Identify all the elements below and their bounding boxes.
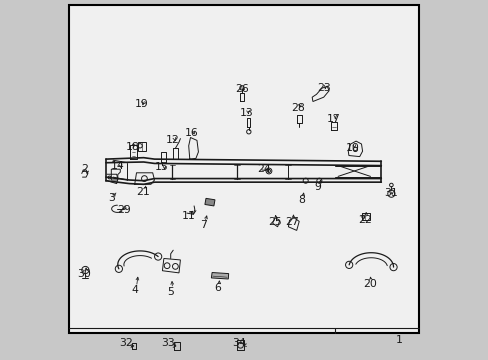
Text: 18: 18 bbox=[125, 141, 139, 152]
Text: 12: 12 bbox=[165, 135, 179, 145]
Polygon shape bbox=[211, 273, 228, 279]
Text: 15: 15 bbox=[155, 162, 168, 172]
Text: 7: 7 bbox=[199, 220, 206, 230]
Text: 23: 23 bbox=[317, 83, 330, 93]
Text: 24: 24 bbox=[257, 164, 271, 174]
Circle shape bbox=[115, 265, 122, 273]
Text: 34: 34 bbox=[232, 338, 245, 348]
Circle shape bbox=[154, 253, 162, 260]
Text: 6: 6 bbox=[214, 283, 221, 293]
Text: 28: 28 bbox=[291, 103, 305, 113]
Text: 19: 19 bbox=[135, 99, 148, 109]
Polygon shape bbox=[138, 142, 145, 151]
Text: 27: 27 bbox=[285, 217, 298, 228]
Polygon shape bbox=[162, 258, 180, 273]
Text: 10: 10 bbox=[345, 143, 359, 153]
Text: 30: 30 bbox=[77, 269, 91, 279]
Circle shape bbox=[303, 178, 307, 183]
Text: 13: 13 bbox=[239, 108, 253, 118]
Circle shape bbox=[316, 178, 321, 183]
Circle shape bbox=[389, 264, 396, 271]
Text: 1: 1 bbox=[395, 335, 402, 345]
Text: 4: 4 bbox=[131, 285, 138, 295]
Text: 22: 22 bbox=[358, 215, 371, 225]
Text: 8: 8 bbox=[297, 195, 304, 205]
Polygon shape bbox=[111, 169, 120, 180]
Polygon shape bbox=[311, 86, 328, 102]
Text: 11: 11 bbox=[182, 211, 195, 221]
Circle shape bbox=[81, 266, 89, 274]
Text: 29: 29 bbox=[117, 204, 130, 215]
Text: 32: 32 bbox=[119, 338, 132, 348]
Text: 3: 3 bbox=[108, 193, 115, 203]
Text: 26: 26 bbox=[235, 84, 249, 94]
Circle shape bbox=[389, 183, 392, 187]
Polygon shape bbox=[347, 141, 362, 157]
Text: 16: 16 bbox=[184, 128, 198, 138]
Text: 17: 17 bbox=[326, 114, 340, 124]
Text: 14: 14 bbox=[111, 161, 124, 171]
Circle shape bbox=[387, 190, 394, 197]
Polygon shape bbox=[288, 218, 299, 230]
Text: 31: 31 bbox=[384, 188, 397, 198]
Text: 2: 2 bbox=[81, 164, 87, 174]
Text: 20: 20 bbox=[363, 279, 377, 289]
Text: 9: 9 bbox=[314, 182, 321, 192]
Circle shape bbox=[345, 261, 352, 269]
Text: 5: 5 bbox=[167, 287, 174, 297]
Text: 25: 25 bbox=[268, 217, 282, 228]
Polygon shape bbox=[204, 198, 215, 206]
Text: 33: 33 bbox=[161, 338, 175, 348]
Circle shape bbox=[265, 168, 271, 174]
Text: 21: 21 bbox=[136, 186, 149, 197]
Polygon shape bbox=[272, 218, 279, 227]
